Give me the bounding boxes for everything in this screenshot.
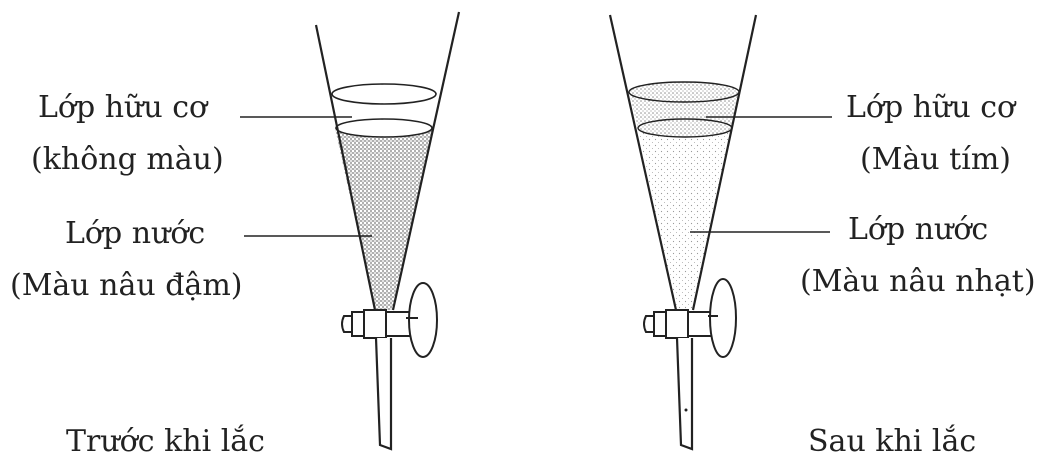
organic-layer-top-before	[331, 83, 437, 105]
caption-before: Trước khi lắc	[66, 424, 265, 459]
interface-after	[637, 118, 733, 138]
water-layer-before	[335, 128, 434, 310]
label-organic-layer-after: Lớp hữu cơ	[846, 90, 1016, 125]
label-organic-color-after: (Màu tím)	[860, 142, 1011, 177]
interface-before	[335, 118, 433, 138]
label-water-layer-before: Lớp nước	[65, 216, 206, 251]
label-water-color-before: (Màu nâu đậm)	[10, 268, 243, 303]
stem-before	[374, 337, 393, 451]
funnel-after	[608, 14, 832, 451]
stopcock-after	[643, 278, 737, 358]
stopcock-before	[341, 282, 438, 358]
funnel-wall-right-after	[691, 14, 758, 311]
funnel-wall-left-before	[314, 24, 377, 311]
funnel-wall-left-after	[608, 14, 678, 311]
water-layer-after	[638, 128, 731, 310]
funnel-before	[240, 11, 461, 451]
label-organic-color-before: (không màu)	[31, 142, 224, 177]
label-organic-layer-before: Lớp hữu cơ	[38, 90, 208, 125]
caption-after: Sau khi lắc	[808, 424, 977, 459]
label-water-layer-after: Lớp nước	[848, 212, 989, 247]
stem-after	[675, 337, 694, 451]
organic-layer-top-after	[628, 81, 740, 103]
label-water-color-after: (Màu nâu nhạt)	[800, 264, 1036, 299]
funnel-wall-right-before	[391, 11, 461, 311]
